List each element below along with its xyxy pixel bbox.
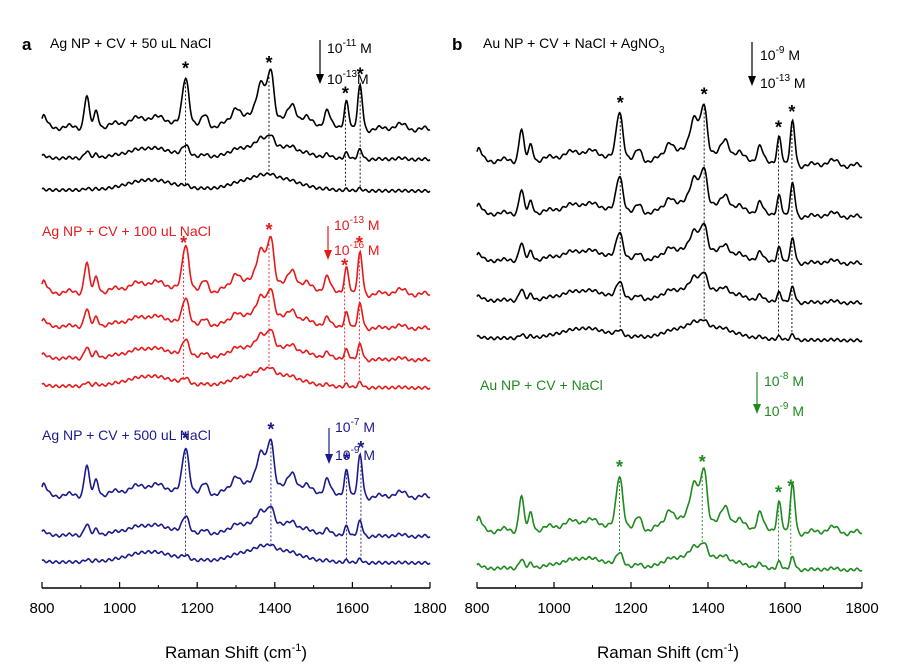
spectrum-line (476, 271, 863, 306)
x-tick-label: 1200 (614, 600, 647, 617)
x-tick-label: 1800 (845, 600, 878, 617)
peak-star: * (341, 255, 348, 275)
group-title: Ag NP + CV + 50 uL NaCl (50, 35, 211, 51)
spectrum-line (476, 542, 863, 573)
concentration-label: 10-13 M 10-16 M (324, 215, 380, 260)
spectrum-line (476, 467, 863, 537)
x-tick-label: 1200 (181, 600, 214, 617)
spectrum-line (41, 328, 431, 363)
svg-text:10-16 M: 10-16 M (334, 240, 380, 258)
spectrum-line (41, 235, 431, 298)
peak-star: * (617, 93, 624, 113)
x-tick-label: 1600 (768, 600, 801, 617)
peak-star: * (357, 65, 364, 85)
x-axis-title: Raman Shift (cm-1) (597, 642, 739, 662)
svg-text:10-11 M: 10-11 M (327, 38, 372, 56)
spectrum-line (41, 505, 431, 539)
concentration-label: 10-8 M 10-9 M (753, 371, 804, 419)
spectrum-line (476, 103, 863, 170)
peak-star: * (267, 419, 274, 439)
x-tick-label: 1600 (336, 600, 369, 617)
panel-b-annotations: Au NP + CV + NaCl + AgNO3 Au NP + CV + N… (480, 35, 665, 393)
panel-b-letter: b (452, 35, 462, 54)
peak-star: * (787, 477, 794, 497)
group-title: Ag NP + CV + 100 uL NaCl (42, 223, 211, 239)
chart-marks: 800 1000 1200 1400 1600 1800* ******** ***800 10… (29, 53, 878, 617)
panel-a-annotations: Ag NP + CV + 50 uL NaCl Ag NP + CV + 100… (42, 35, 211, 443)
x-tick-label: 800 (464, 600, 489, 617)
peak-star: * (775, 483, 782, 503)
svg-text:10-13 M: 10-13 M (760, 73, 806, 91)
panel-a-letter: a (22, 35, 32, 54)
spectrum-line (41, 366, 431, 391)
spectrum-line (41, 438, 431, 501)
spectrum-line (41, 172, 431, 194)
x-tick-label: 1800 (413, 600, 446, 617)
peak-star: * (182, 429, 189, 449)
peak-star: * (265, 220, 272, 240)
svg-text:10-9 M: 10-9 M (764, 401, 804, 419)
peak-star: * (265, 53, 272, 73)
peak-star: * (342, 84, 349, 104)
peak-star: * (182, 58, 189, 78)
x-tick-label: 1000 (537, 600, 570, 617)
peak-star: * (616, 457, 623, 477)
spectrum-line (41, 68, 431, 134)
svg-text:10-7 M: 10-7 M (335, 417, 375, 435)
x-tick-label: 800 (29, 600, 54, 617)
peak-star: * (701, 84, 708, 104)
spectrum-line (41, 288, 431, 332)
peak-star: * (775, 117, 782, 137)
spectrum-line (41, 543, 431, 566)
spectrum-line (41, 134, 431, 162)
x-tick-label: 1400 (691, 600, 724, 617)
x-tick-label: 1400 (258, 600, 291, 617)
group-title: Ag NP + CV + 500 uL NaCl (42, 427, 211, 443)
x-axis-title: Raman Shift (cm-1) (165, 642, 307, 662)
peak-star: * (699, 452, 706, 472)
group-title: Au NP + CV + NaCl (480, 377, 603, 393)
spectrum-line (476, 166, 863, 220)
x-tick-label: 1000 (103, 600, 136, 617)
group-title: Au NP + CV + NaCl + AgNO3 (483, 35, 665, 56)
svg-text:10-9 M: 10-9 M (335, 445, 375, 463)
peak-star: * (356, 233, 363, 253)
peak-star: * (788, 102, 795, 122)
concentration-label: 10-7 M 10-9 M (325, 417, 375, 464)
peak-star: * (343, 449, 350, 469)
spectrum-line (476, 222, 863, 267)
svg-text:10-9 M: 10-9 M (760, 45, 800, 63)
svg-text:10-8 M: 10-8 M (764, 371, 804, 389)
peak-star: * (180, 233, 187, 253)
concentration-label: 10-11 M 10-13M (316, 38, 372, 87)
spectrum-line (476, 318, 863, 343)
peak-star: * (357, 438, 364, 458)
svg-text:10-13M: 10-13M (327, 69, 369, 87)
concentration-label: 10-9 M 10-13 M (748, 42, 806, 91)
svg-text:10-13 M: 10-13 M (334, 215, 380, 233)
